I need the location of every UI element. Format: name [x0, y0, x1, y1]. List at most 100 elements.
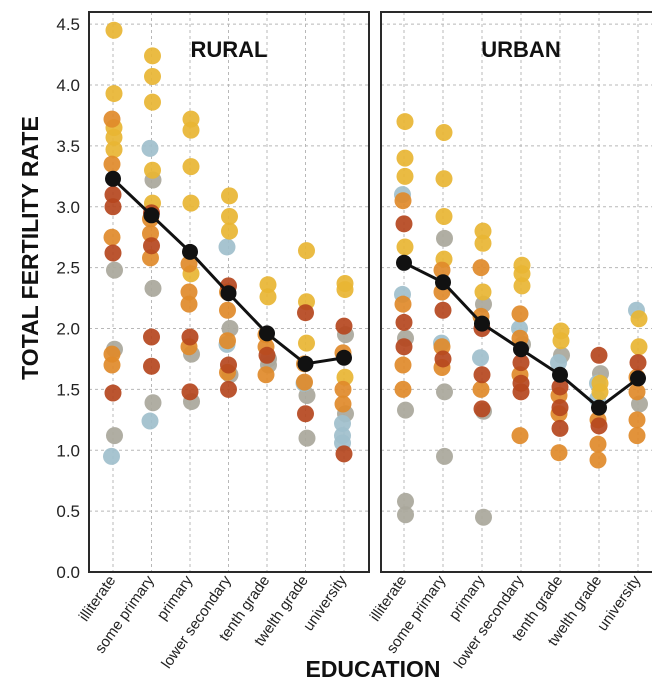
data-point-orange: [103, 356, 121, 374]
panel-frame: [88, 11, 370, 573]
data-point-orange: [103, 110, 121, 128]
data-point-orange: [550, 444, 568, 462]
data-point-rust: [335, 445, 353, 463]
data-point-rust: [551, 399, 569, 417]
mean-point: [513, 341, 529, 358]
data-point-grey: [144, 394, 162, 412]
data-point-orange: [394, 192, 412, 210]
data-point-blue: [472, 349, 489, 367]
data-point-gold: [396, 113, 414, 131]
data-point-orange: [180, 295, 198, 313]
data-point-orange: [472, 380, 490, 398]
mean-point: [591, 399, 607, 416]
data-point-gold: [221, 208, 238, 226]
panel-title: RURAL: [191, 37, 268, 62]
data-point-gold: [396, 167, 414, 185]
data-point-grey: [436, 447, 453, 465]
data-point-blue: [103, 447, 120, 465]
data-point-rust: [473, 400, 491, 418]
data-point-rust: [434, 301, 452, 319]
data-point-orange: [334, 395, 352, 413]
y-tick-label: 1.0: [56, 441, 80, 460]
data-point-rust: [104, 198, 122, 216]
data-point-gold: [182, 194, 200, 212]
data-point-rust: [551, 378, 569, 396]
data-point-blue: [334, 414, 351, 432]
data-point-rust: [143, 328, 160, 346]
data-point-gold: [144, 161, 161, 179]
data-point-gold: [298, 334, 315, 352]
data-point-orange: [257, 366, 275, 384]
data-point-rust: [512, 383, 530, 401]
data-point-rust: [297, 405, 314, 423]
data-point-orange: [103, 228, 121, 246]
mean-point: [220, 285, 237, 302]
mean-point: [630, 370, 646, 387]
data-point-orange: [219, 301, 236, 319]
data-point-orange: [472, 259, 490, 277]
mean-point: [435, 274, 451, 291]
data-point-rust: [220, 380, 237, 398]
data-point-grey: [298, 429, 316, 447]
data-point-orange: [142, 249, 159, 267]
data-point-gold: [259, 288, 277, 306]
data-point-rust: [181, 383, 199, 401]
data-point-orange: [219, 332, 236, 350]
data-point-rust: [629, 354, 647, 372]
data-point-grey: [106, 261, 123, 279]
data-point-gold: [105, 141, 123, 159]
data-point-gold: [435, 170, 453, 188]
data-point-rust: [512, 354, 530, 372]
panel-frame: [380, 11, 652, 573]
data-point-grey: [436, 383, 453, 401]
data-point-rust: [395, 313, 413, 331]
data-point-gold: [105, 128, 123, 146]
data-point-grey: [397, 492, 414, 510]
data-point-gold: [336, 281, 354, 299]
data-point-orange: [180, 283, 198, 301]
data-point-orange: [394, 295, 412, 313]
data-point-orange: [142, 225, 159, 243]
mean-point: [336, 349, 352, 366]
data-point-grey: [397, 401, 414, 419]
data-point-gold: [144, 93, 161, 111]
data-point-rust: [395, 215, 413, 233]
data-point-gold: [105, 85, 123, 103]
data-point-rust: [590, 417, 608, 435]
y-tick-label: 1.5: [56, 380, 80, 399]
data-point-gold: [435, 208, 453, 226]
mean-point: [259, 325, 275, 342]
data-point-orange: [394, 380, 412, 398]
data-point-gold: [298, 242, 315, 260]
y-tick-label: 3.5: [56, 137, 80, 156]
mean-point: [474, 315, 490, 332]
data-point-grey: [397, 506, 414, 524]
data-point-rust: [590, 346, 608, 364]
data-point-gold: [513, 277, 531, 295]
data-point-orange: [296, 373, 313, 391]
data-point-gold: [474, 234, 492, 252]
panel-title: URBAN: [481, 37, 560, 62]
data-point-gold: [435, 124, 453, 142]
mean-point: [182, 243, 198, 260]
y-tick-label: 2.5: [56, 259, 80, 278]
data-point-rust: [395, 338, 413, 356]
data-point-rust: [335, 317, 353, 335]
data-point-rust: [473, 366, 491, 384]
data-point-rust: [434, 350, 452, 368]
data-point-orange: [589, 451, 607, 469]
mean-point: [396, 254, 412, 271]
data-point-gold: [552, 332, 570, 350]
data-point-gold: [105, 21, 123, 39]
data-point-rust: [181, 328, 199, 346]
data-point-orange: [433, 261, 451, 279]
data-point-orange: [511, 305, 529, 323]
data-point-blue: [218, 238, 236, 256]
data-point-blue: [141, 139, 159, 157]
data-point-rust: [258, 346, 276, 364]
data-point-gold: [630, 338, 648, 356]
data-point-rust: [297, 304, 314, 322]
mean-point: [105, 170, 121, 187]
data-point-gold: [630, 310, 648, 328]
data-point-blue: [550, 354, 567, 372]
